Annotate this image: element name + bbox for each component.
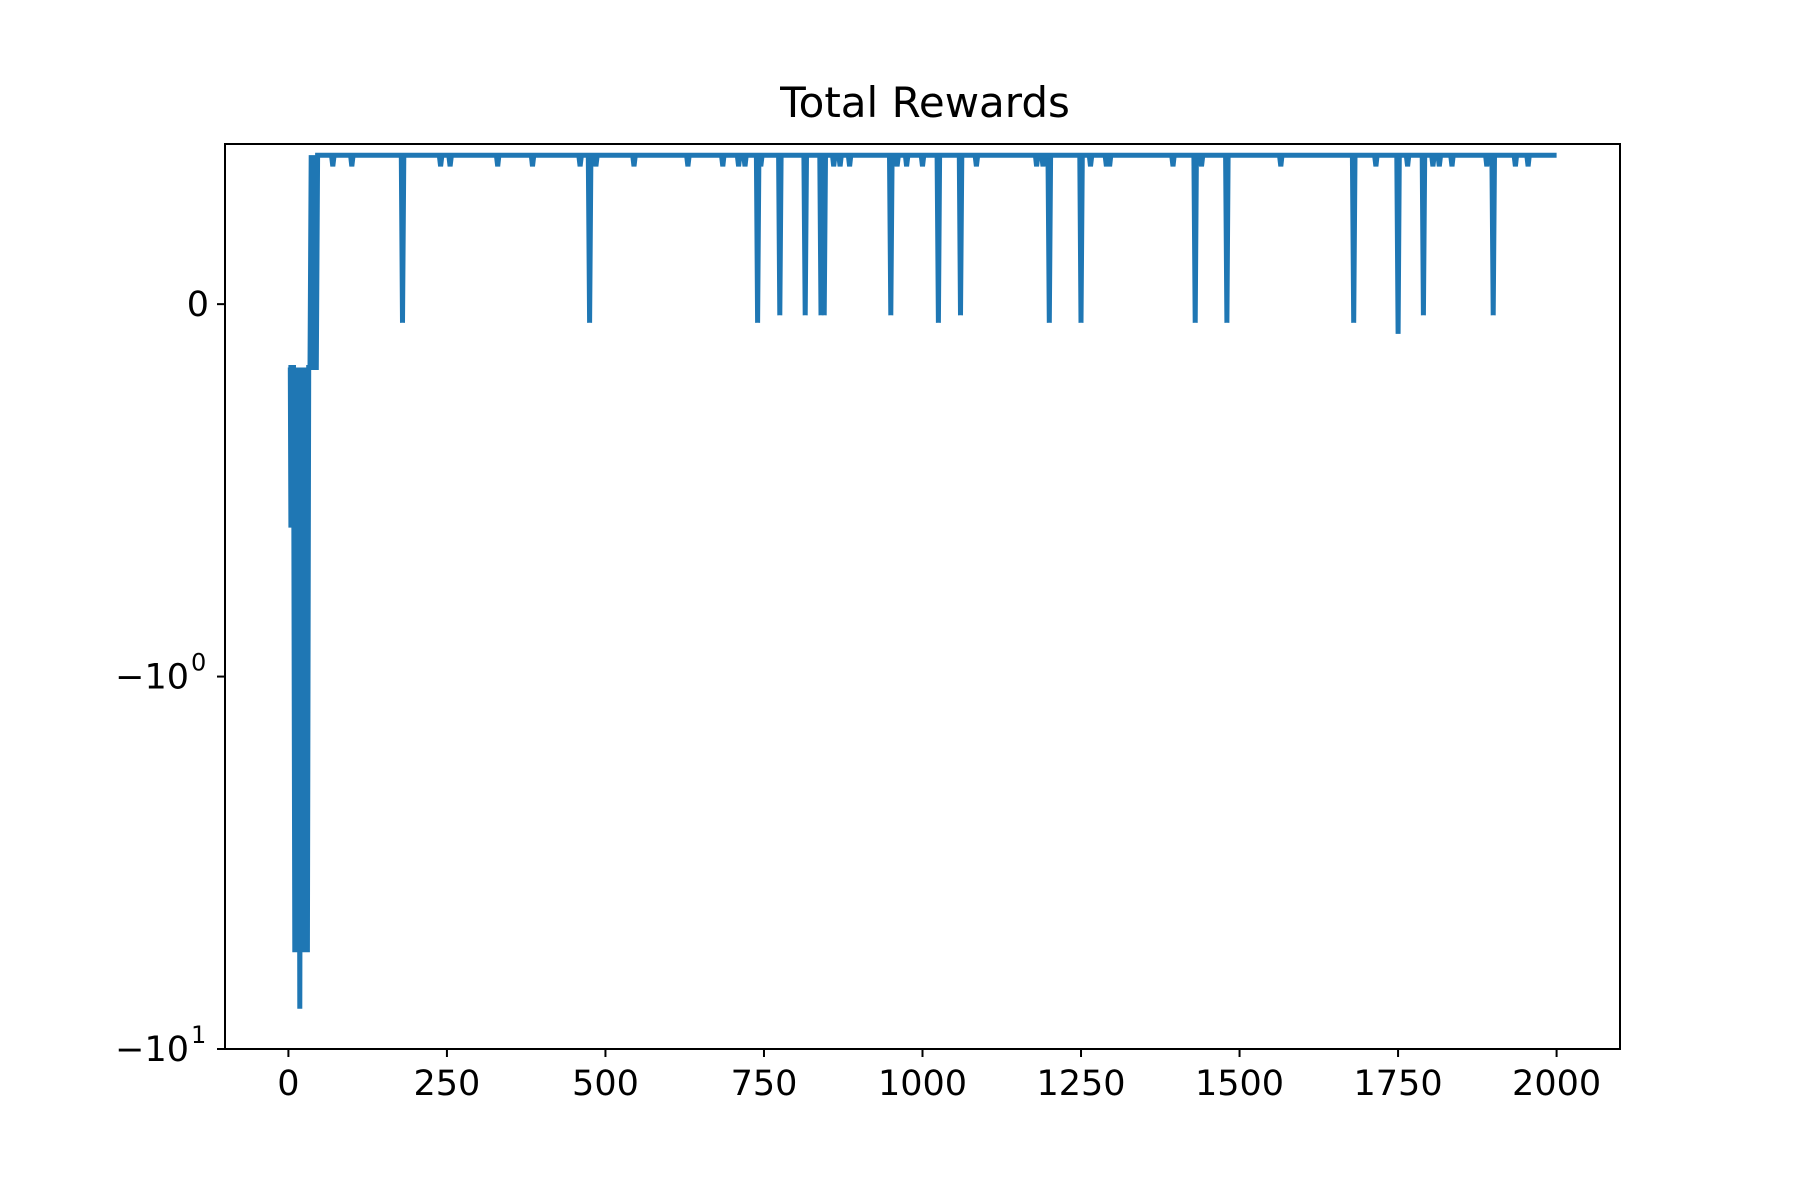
- chart-title: Total Rewards: [779, 78, 1070, 127]
- x-tick-label: 500: [572, 1064, 639, 1104]
- x-tick-label: 2000: [1512, 1064, 1601, 1104]
- plot-frame: [224, 143, 1621, 1050]
- x-tick-label: 750: [731, 1064, 798, 1104]
- x-tick-label: 1000: [878, 1064, 967, 1104]
- x-axis: 0 250 500 750 1000 1250 1500 1750 2000: [277, 1049, 1601, 1104]
- x-tick-label: 250: [414, 1064, 481, 1104]
- y-tick-label: 0: [187, 285, 209, 325]
- y-axis: 0−10 0−10 1: [115, 285, 225, 1070]
- x-tick-label: 1750: [1354, 1064, 1443, 1104]
- y-tick-exponent: 0: [191, 649, 206, 677]
- series-line-0: [287, 152, 1557, 1009]
- x-tick-label: 1250: [1036, 1064, 1125, 1104]
- series-layer: [287, 152, 1557, 1009]
- y-tick-label: −10: [115, 1030, 189, 1070]
- x-tick-label: 0: [277, 1064, 299, 1104]
- y-tick-exponent: 1: [191, 1021, 206, 1049]
- x-tick-label: 1500: [1195, 1064, 1284, 1104]
- y-tick-label: −10: [115, 658, 189, 698]
